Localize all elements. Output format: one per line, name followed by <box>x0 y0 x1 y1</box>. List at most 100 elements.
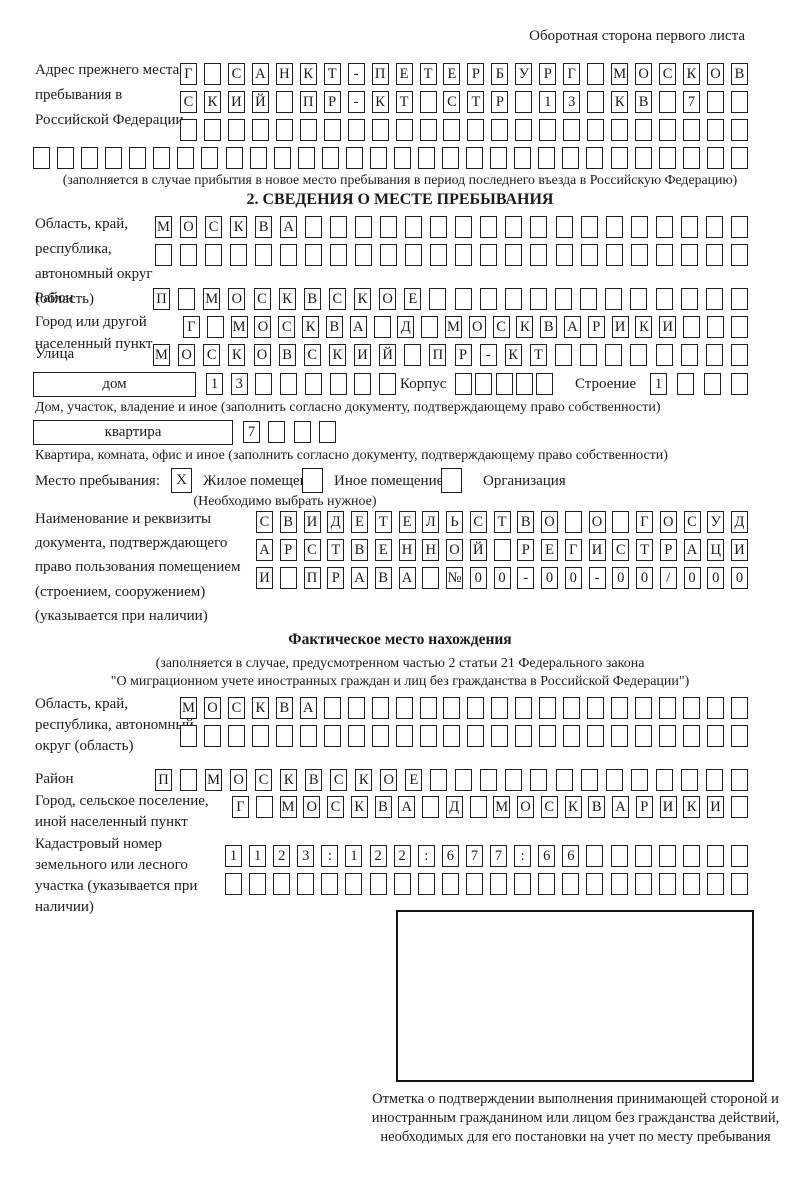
char-cell: В <box>325 316 343 338</box>
char-cell: С <box>180 91 197 113</box>
char-cell: Т <box>493 511 511 533</box>
char-cell: Т <box>529 344 547 366</box>
char-cell <box>280 373 298 395</box>
char-cell <box>605 244 623 266</box>
char-cell <box>605 344 623 366</box>
char-cell: 0 <box>707 567 725 589</box>
char-cell <box>587 63 605 85</box>
char-cell: К <box>516 316 534 338</box>
char-cell <box>429 288 447 310</box>
char-cell <box>455 216 473 238</box>
char-cell: О <box>468 316 486 338</box>
char-cell: Т <box>419 63 437 85</box>
char-cell <box>682 147 700 169</box>
char-cell: Р <box>587 316 605 338</box>
char-cell <box>442 147 460 169</box>
char-cell <box>330 244 348 266</box>
char-cell <box>539 697 557 719</box>
char-cell: И <box>659 316 677 338</box>
char-cell <box>587 91 605 113</box>
char-cell <box>323 697 341 719</box>
section2-title: 2. СВЕДЕНИЯ О МЕСТЕ ПРЕБЫВАНИЯ <box>246 191 554 208</box>
char-cell <box>611 697 629 719</box>
char-cell: В <box>279 511 297 533</box>
raion-label: Район <box>35 290 74 306</box>
char-cell: Ь <box>446 511 463 533</box>
char-cell <box>323 119 341 141</box>
char-cell <box>605 769 623 791</box>
char-cell <box>354 373 372 395</box>
char-cell <box>255 244 273 266</box>
char-cell: Г <box>232 796 249 818</box>
char-cell <box>493 539 511 561</box>
doc-row-3: И П Р А В А № 0 0-0 0-0 0/0 0 0 <box>256 567 748 589</box>
header-note: Оборотная сторона первого листа <box>529 28 745 44</box>
char-cell <box>680 288 698 310</box>
char-cell <box>555 244 573 266</box>
char-cell <box>395 725 413 747</box>
char-cell: И <box>227 91 245 113</box>
char-cell <box>418 147 435 169</box>
char-cell <box>680 244 698 266</box>
char-cell: М <box>493 796 511 818</box>
prev-address-label: Адрес прежнего места пребывания в Россий… <box>35 62 184 128</box>
char-cell: О <box>446 539 463 561</box>
char-cell: И <box>588 539 606 561</box>
char-cell: О <box>228 288 246 310</box>
char-cell <box>682 845 700 867</box>
char-cell <box>480 244 498 266</box>
char-cell: С <box>205 216 223 238</box>
char-cell <box>227 725 245 747</box>
char-cell <box>345 873 363 895</box>
char-cell <box>279 567 297 589</box>
char-cell <box>706 697 724 719</box>
checkbox-inoe <box>302 468 323 493</box>
stroenie-label: Строение <box>575 376 637 392</box>
char-cell: Р <box>539 63 557 85</box>
char-cell <box>347 697 365 719</box>
char-cell: 7 <box>490 845 508 867</box>
char-cell: К <box>350 796 368 818</box>
char-cell: С <box>328 288 346 310</box>
char-cell: А <box>299 697 317 719</box>
char-cell: - <box>347 63 365 85</box>
char-cell <box>562 873 580 895</box>
char-cell <box>443 725 461 747</box>
char-cell <box>369 147 387 169</box>
char-cell: П <box>299 91 317 113</box>
char-cell <box>586 873 604 895</box>
char-cell: Т <box>327 539 345 561</box>
char-cell <box>480 769 498 791</box>
char-cell <box>730 796 748 818</box>
char-cell: О <box>178 344 196 366</box>
char-cell: К <box>230 216 248 238</box>
kadastr-row-2 <box>225 873 748 895</box>
char-cell <box>465 873 483 895</box>
prev-address-note: (заполняется в случае прибытия в новое м… <box>62 172 738 187</box>
char-cell: М <box>203 288 221 310</box>
char-cell: В <box>255 216 273 238</box>
char-cell <box>683 725 701 747</box>
char-cell <box>380 216 398 238</box>
char-cell: № <box>446 567 463 589</box>
char-cell <box>562 147 580 169</box>
char-cell <box>505 216 523 238</box>
char-cell: К <box>611 91 629 113</box>
doc-label: Наименование и реквизиты документа, подт… <box>35 511 241 624</box>
char-cell <box>682 873 700 895</box>
char-cell: С <box>227 697 245 719</box>
char-cell <box>680 769 698 791</box>
char-cell <box>455 373 472 395</box>
char-cell <box>529 288 547 310</box>
char-cell: - <box>347 91 365 113</box>
char-cell <box>730 244 748 266</box>
char-cell <box>455 769 473 791</box>
char-cell <box>730 769 748 791</box>
char-cell <box>634 873 652 895</box>
char-cell <box>480 216 498 238</box>
oblast-label: Область, край, республика, автономный ок… <box>35 216 153 307</box>
char-cell <box>405 244 423 266</box>
char-cell: М <box>153 344 170 366</box>
